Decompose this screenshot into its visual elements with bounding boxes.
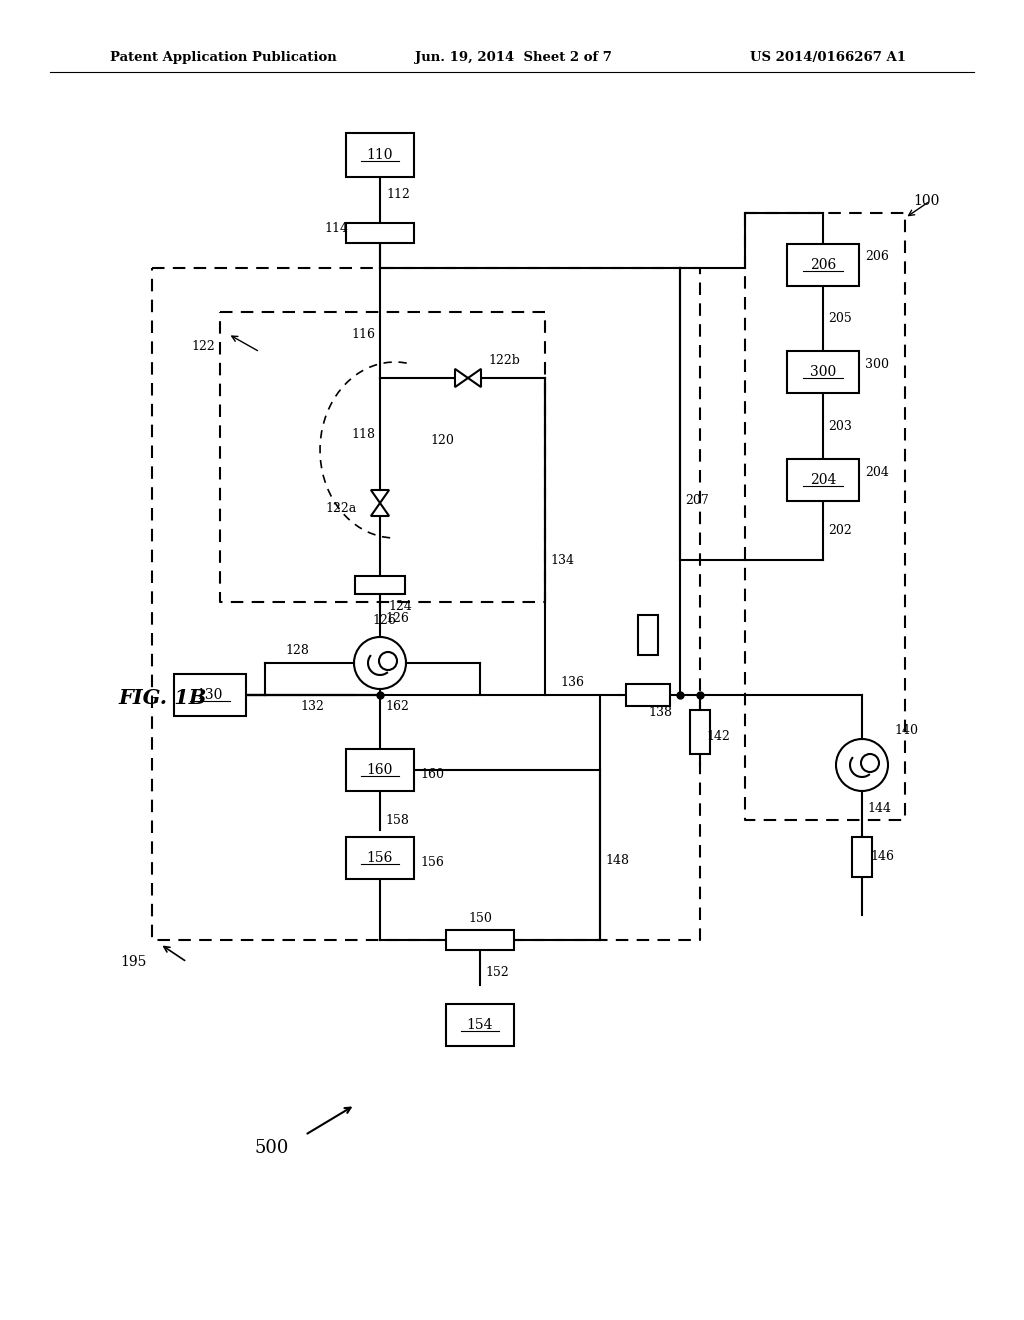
- Bar: [346, 837, 414, 879]
- Text: 120: 120: [430, 433, 454, 446]
- Bar: [446, 931, 514, 950]
- Text: 118: 118: [351, 429, 375, 441]
- Text: 130: 130: [197, 688, 223, 702]
- Text: 136: 136: [560, 676, 584, 689]
- Text: 300: 300: [810, 366, 837, 379]
- Bar: [346, 133, 414, 177]
- Text: 160: 160: [367, 763, 393, 777]
- Text: 204: 204: [865, 466, 889, 479]
- Text: 140: 140: [894, 723, 918, 737]
- Bar: [355, 576, 406, 594]
- Text: 206: 206: [865, 251, 889, 264]
- Text: 128: 128: [285, 644, 309, 657]
- Text: 300: 300: [865, 358, 889, 371]
- Bar: [346, 748, 414, 791]
- Bar: [787, 459, 859, 502]
- Text: 500: 500: [255, 1139, 290, 1158]
- Text: 132: 132: [300, 701, 324, 714]
- Text: 158: 158: [385, 813, 409, 826]
- Text: 124: 124: [388, 601, 412, 614]
- Text: 156: 156: [420, 857, 443, 870]
- Text: FIG. 1B: FIG. 1B: [118, 688, 207, 708]
- Text: 148: 148: [605, 854, 629, 866]
- Text: 150: 150: [468, 912, 492, 924]
- Text: 112: 112: [386, 189, 410, 202]
- Text: 126: 126: [385, 611, 409, 624]
- Bar: [626, 684, 670, 706]
- Text: 138: 138: [648, 706, 672, 719]
- Bar: [852, 837, 872, 876]
- Text: 126: 126: [372, 615, 396, 627]
- Text: Jun. 19, 2014  Sheet 2 of 7: Jun. 19, 2014 Sheet 2 of 7: [415, 51, 612, 65]
- Text: 100: 100: [913, 194, 939, 209]
- Text: US 2014/0166267 A1: US 2014/0166267 A1: [750, 51, 906, 65]
- Text: 114: 114: [324, 222, 348, 235]
- Text: 162: 162: [385, 701, 409, 714]
- Bar: [174, 675, 246, 715]
- Text: 146: 146: [870, 850, 894, 863]
- Text: Patent Application Publication: Patent Application Publication: [110, 51, 337, 65]
- Text: 122a: 122a: [325, 502, 356, 515]
- Text: 156: 156: [367, 851, 393, 865]
- Bar: [787, 244, 859, 286]
- Text: 202: 202: [828, 524, 852, 536]
- Bar: [787, 351, 859, 393]
- Text: 207: 207: [685, 494, 709, 507]
- Text: 206: 206: [810, 257, 837, 272]
- Text: 142: 142: [706, 730, 730, 742]
- Text: 134: 134: [550, 553, 574, 566]
- Text: 205: 205: [828, 312, 852, 325]
- Text: 204: 204: [810, 473, 837, 487]
- Text: 122b: 122b: [488, 354, 520, 367]
- Text: 144: 144: [867, 801, 891, 814]
- Text: 203: 203: [828, 420, 852, 433]
- Text: 154: 154: [467, 1018, 494, 1032]
- Text: 160: 160: [420, 768, 444, 781]
- Text: 122: 122: [191, 341, 215, 354]
- Text: 110: 110: [367, 148, 393, 162]
- Bar: [638, 615, 658, 655]
- Text: 195: 195: [121, 954, 147, 969]
- Bar: [690, 710, 710, 754]
- Bar: [446, 1005, 514, 1045]
- Bar: [346, 223, 414, 243]
- Text: 116: 116: [351, 329, 375, 342]
- Text: 152: 152: [485, 965, 509, 978]
